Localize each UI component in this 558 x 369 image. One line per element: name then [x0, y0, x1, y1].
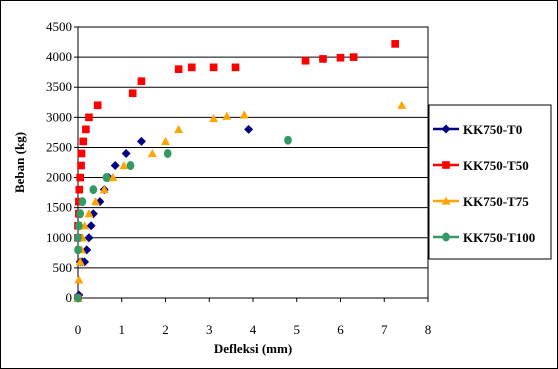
legend-marker: [441, 124, 451, 134]
x-tick-label: 0: [75, 322, 82, 337]
data-point: [76, 173, 85, 182]
data-point: [77, 161, 85, 170]
data-point: [128, 89, 137, 98]
data-point: [391, 40, 400, 48]
legend-marker: [442, 161, 450, 169]
data-point: [75, 221, 83, 231]
data-point: [93, 101, 102, 110]
data-point: [147, 148, 157, 158]
data-point: [397, 100, 407, 109]
data-point: [74, 233, 82, 243]
y-axis-title: Beban (kg): [12, 132, 27, 193]
data-point: [349, 53, 358, 61]
x-tick-label: 2: [162, 322, 169, 337]
data-layer: [73, 40, 407, 303]
data-point: [91, 197, 100, 206]
data-point: [231, 63, 240, 72]
x-tick-label: 1: [119, 322, 126, 337]
data-point: [174, 65, 183, 73]
data-point: [78, 197, 87, 207]
y-tick-label: 3000: [46, 109, 72, 124]
data-point: [136, 136, 146, 146]
legend-marker: [442, 232, 450, 242]
data-point: [244, 124, 254, 134]
x-tick-label: 4: [250, 322, 257, 337]
y-tick-label: 4500: [46, 19, 72, 34]
data-point: [319, 55, 327, 63]
data-point: [84, 209, 94, 218]
legend-label: KK750-T0: [463, 122, 522, 137]
data-point: [110, 161, 120, 171]
data-point: [222, 111, 232, 120]
axis-layer: 0 500 1000 1500 2000 2500 3000 3500 4000 4500 0 1 2 3…: [46, 19, 431, 337]
data-point: [77, 149, 86, 158]
y-tick-label: 2500: [46, 139, 72, 154]
data-point: [174, 124, 184, 133]
data-point: [74, 293, 82, 303]
legend-label: KK750-T100: [463, 230, 535, 245]
y-tick-label: 1500: [46, 200, 72, 215]
x-tick-label: 5: [294, 322, 301, 337]
data-point: [187, 63, 196, 72]
x-tick-label: 3: [206, 322, 213, 337]
x-tick-label: 8: [425, 322, 432, 337]
data-point: [75, 185, 84, 194]
legend-box: [428, 104, 552, 260]
data-point: [126, 161, 135, 171]
x-axis-title: Defleksi (mm): [214, 341, 292, 356]
x-tick-label: 7: [381, 322, 388, 337]
legend-marker: [441, 196, 451, 205]
series-kk750-t75: [73, 100, 407, 302]
data-point: [76, 209, 85, 219]
data-point: [86, 221, 96, 231]
series-kk750-t100: [74, 135, 292, 303]
data-point: [137, 77, 146, 86]
y-tick-label: 1000: [46, 230, 72, 245]
data-point: [163, 148, 172, 158]
data-point: [74, 245, 82, 255]
data-point: [79, 137, 88, 146]
data-point: [284, 135, 292, 145]
data-point: [239, 110, 249, 119]
legend: KK750-T0 KK750-T50 KK750-T75 KK750-T100: [428, 104, 552, 260]
data-point: [121, 148, 131, 158]
y-tick-label: 2000: [46, 170, 72, 185]
data-point: [119, 161, 129, 170]
y-tick-label: 4000: [46, 49, 72, 64]
y-tick-label: 0: [66, 290, 73, 305]
legend-label: KK750-T75: [463, 194, 529, 209]
data-point: [161, 136, 170, 146]
data-point: [209, 63, 218, 72]
data-point: [108, 173, 118, 182]
data-point: [75, 257, 85, 266]
data-point: [102, 173, 111, 183]
data-point: [336, 53, 345, 62]
data-point: [89, 185, 98, 195]
data-point: [85, 113, 93, 122]
legend-label: KK750-T50: [463, 158, 529, 173]
data-point: [209, 114, 219, 123]
data-point: [84, 233, 94, 243]
x-tick-label: 6: [337, 322, 344, 337]
series-kk750-t50: [74, 40, 400, 302]
data-point: [74, 275, 84, 284]
y-tick-label: 3500: [46, 79, 72, 94]
data-point: [301, 56, 310, 65]
grid-layer: [78, 26, 428, 269]
data-point: [99, 185, 109, 194]
y-tick-label: 500: [53, 260, 73, 275]
series-kk750-t0: [73, 124, 254, 303]
data-point: [82, 125, 90, 134]
